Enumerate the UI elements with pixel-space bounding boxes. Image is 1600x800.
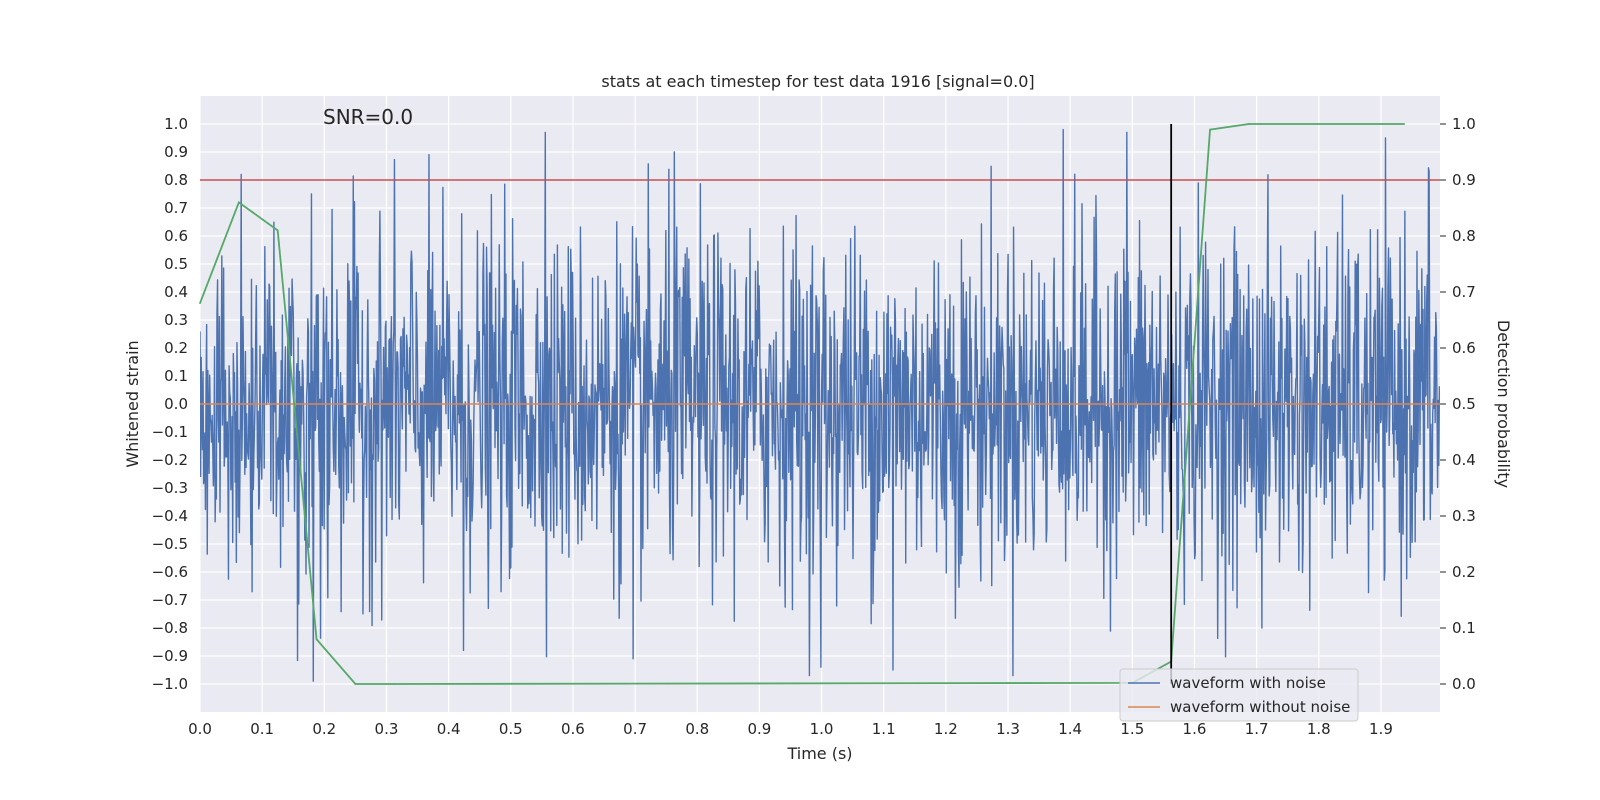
y-tick-label: 0.3 [164, 311, 188, 329]
detection-probability-point [1403, 123, 1406, 125]
series-layer [199, 123, 1440, 685]
y-tick-label: 0.5 [164, 255, 188, 273]
x-tick-label: 1.9 [1369, 720, 1393, 738]
x-tick-label: 0.2 [312, 720, 336, 738]
y2-tick-label: 1.0 [1452, 115, 1476, 133]
x-tick-label: 1.3 [996, 720, 1020, 738]
x-tick-label: 0.9 [747, 720, 771, 738]
y2-tick-label: 0.3 [1452, 507, 1476, 525]
y2-axis-ticks: 1.0 0.9 0.8 0.7 0.6 0.5 0.4 0.3 0.2 0.1 0.0 [1440, 115, 1476, 693]
y-tick-label: −1.0 [152, 675, 188, 693]
y2-tick-label: 0.6 [1452, 339, 1476, 357]
x-axis-label: Time (s) [786, 744, 852, 763]
x-tick-label: 0.5 [499, 720, 523, 738]
y-tick-label: 0.0 [164, 395, 188, 413]
y-tick-label: 0.1 [164, 367, 188, 385]
x-tick-label: 1.8 [1307, 720, 1331, 738]
y-tick-label: −0.1 [152, 423, 188, 441]
y-tick-label: 0.8 [164, 171, 188, 189]
y-tick-label: −0.8 [152, 619, 188, 637]
legend-label-clean: waveform without noise [1170, 698, 1350, 716]
x-tick-label: 1.0 [810, 720, 834, 738]
y2-tick-label: 0.5 [1452, 395, 1476, 413]
detection-probability-point [1209, 128, 1211, 131]
x-tick-label: 1.4 [1058, 720, 1082, 738]
series-waveform-with-noise [200, 128, 1440, 682]
detection-probability-point [238, 201, 240, 204]
y2-tick-label: 0.9 [1452, 171, 1476, 189]
detection-probability-point [199, 302, 201, 305]
y-axis-ticks: 1.0 0.9 0.8 0.7 0.6 0.5 0.4 0.3 0.2 0.1 0.0 −0.1 −0.… [152, 115, 188, 693]
x-tick-label: 0.8 [685, 720, 709, 738]
y-tick-label: 1.0 [164, 115, 188, 133]
y2-tick-label: 0.1 [1452, 619, 1476, 637]
legend: waveform with noise waveform without noi… [1119, 668, 1359, 722]
y-tick-label: −0.3 [152, 479, 188, 497]
x-tick-label: 1.5 [1120, 720, 1144, 738]
x-tick-label: 0.0 [188, 720, 212, 738]
y2-tick-label: 0.2 [1452, 563, 1476, 581]
y-tick-label: 0.6 [164, 227, 188, 245]
x-tick-label: 0.6 [561, 720, 585, 738]
x-axis-ticks: 0.0 0.1 0.2 0.3 0.4 0.5 0.6 0.7 0.8 0.9 1.0 1.1 1.2 1… [188, 720, 1393, 738]
y-tick-label: −0.4 [152, 507, 188, 525]
y2-axis-label: Detection probability [1494, 320, 1513, 488]
y-tick-label: −0.9 [152, 647, 188, 665]
y2-tick-label: 0.8 [1452, 227, 1476, 245]
legend-box [1119, 668, 1359, 722]
y2-tick-label: 0.0 [1452, 675, 1476, 693]
legend-label-noise: waveform with noise [1170, 674, 1326, 692]
x-tick-label: 1.7 [1245, 720, 1269, 738]
x-tick-label: 1.6 [1183, 720, 1207, 738]
x-tick-label: 0.1 [250, 720, 274, 738]
detection-probability-point [276, 229, 279, 232]
detection-probability-point [393, 683, 396, 685]
y-tick-label: 0.9 [164, 143, 188, 161]
detection-probability-point [1248, 123, 1250, 125]
x-tick-label: 1.2 [934, 720, 958, 738]
y-tick-label: −0.5 [152, 535, 188, 553]
y-tick-label: 0.4 [164, 283, 188, 301]
y-tick-label: −0.6 [152, 563, 188, 581]
x-tick-label: 0.4 [437, 720, 461, 738]
y2-tick-label: 0.7 [1452, 283, 1476, 301]
y-tick-label: −0.2 [152, 451, 188, 469]
detection-probability-point [315, 638, 318, 640]
detection-probability-point [354, 683, 357, 685]
y2-tick-label: 0.4 [1452, 451, 1476, 469]
y-axis-label: Whitened strain [123, 340, 142, 467]
x-tick-label: 0.3 [375, 720, 399, 738]
snr-annotation: SNR=0.0 [323, 105, 413, 129]
y-tick-label: −0.7 [152, 591, 188, 609]
y-tick-label: 0.7 [164, 199, 188, 217]
x-tick-label: 0.7 [623, 720, 647, 738]
y-tick-label: 0.2 [164, 339, 188, 357]
x-tick-label: 1.1 [872, 720, 896, 738]
chart-title: stats at each timestep for test data 191… [601, 72, 1034, 91]
